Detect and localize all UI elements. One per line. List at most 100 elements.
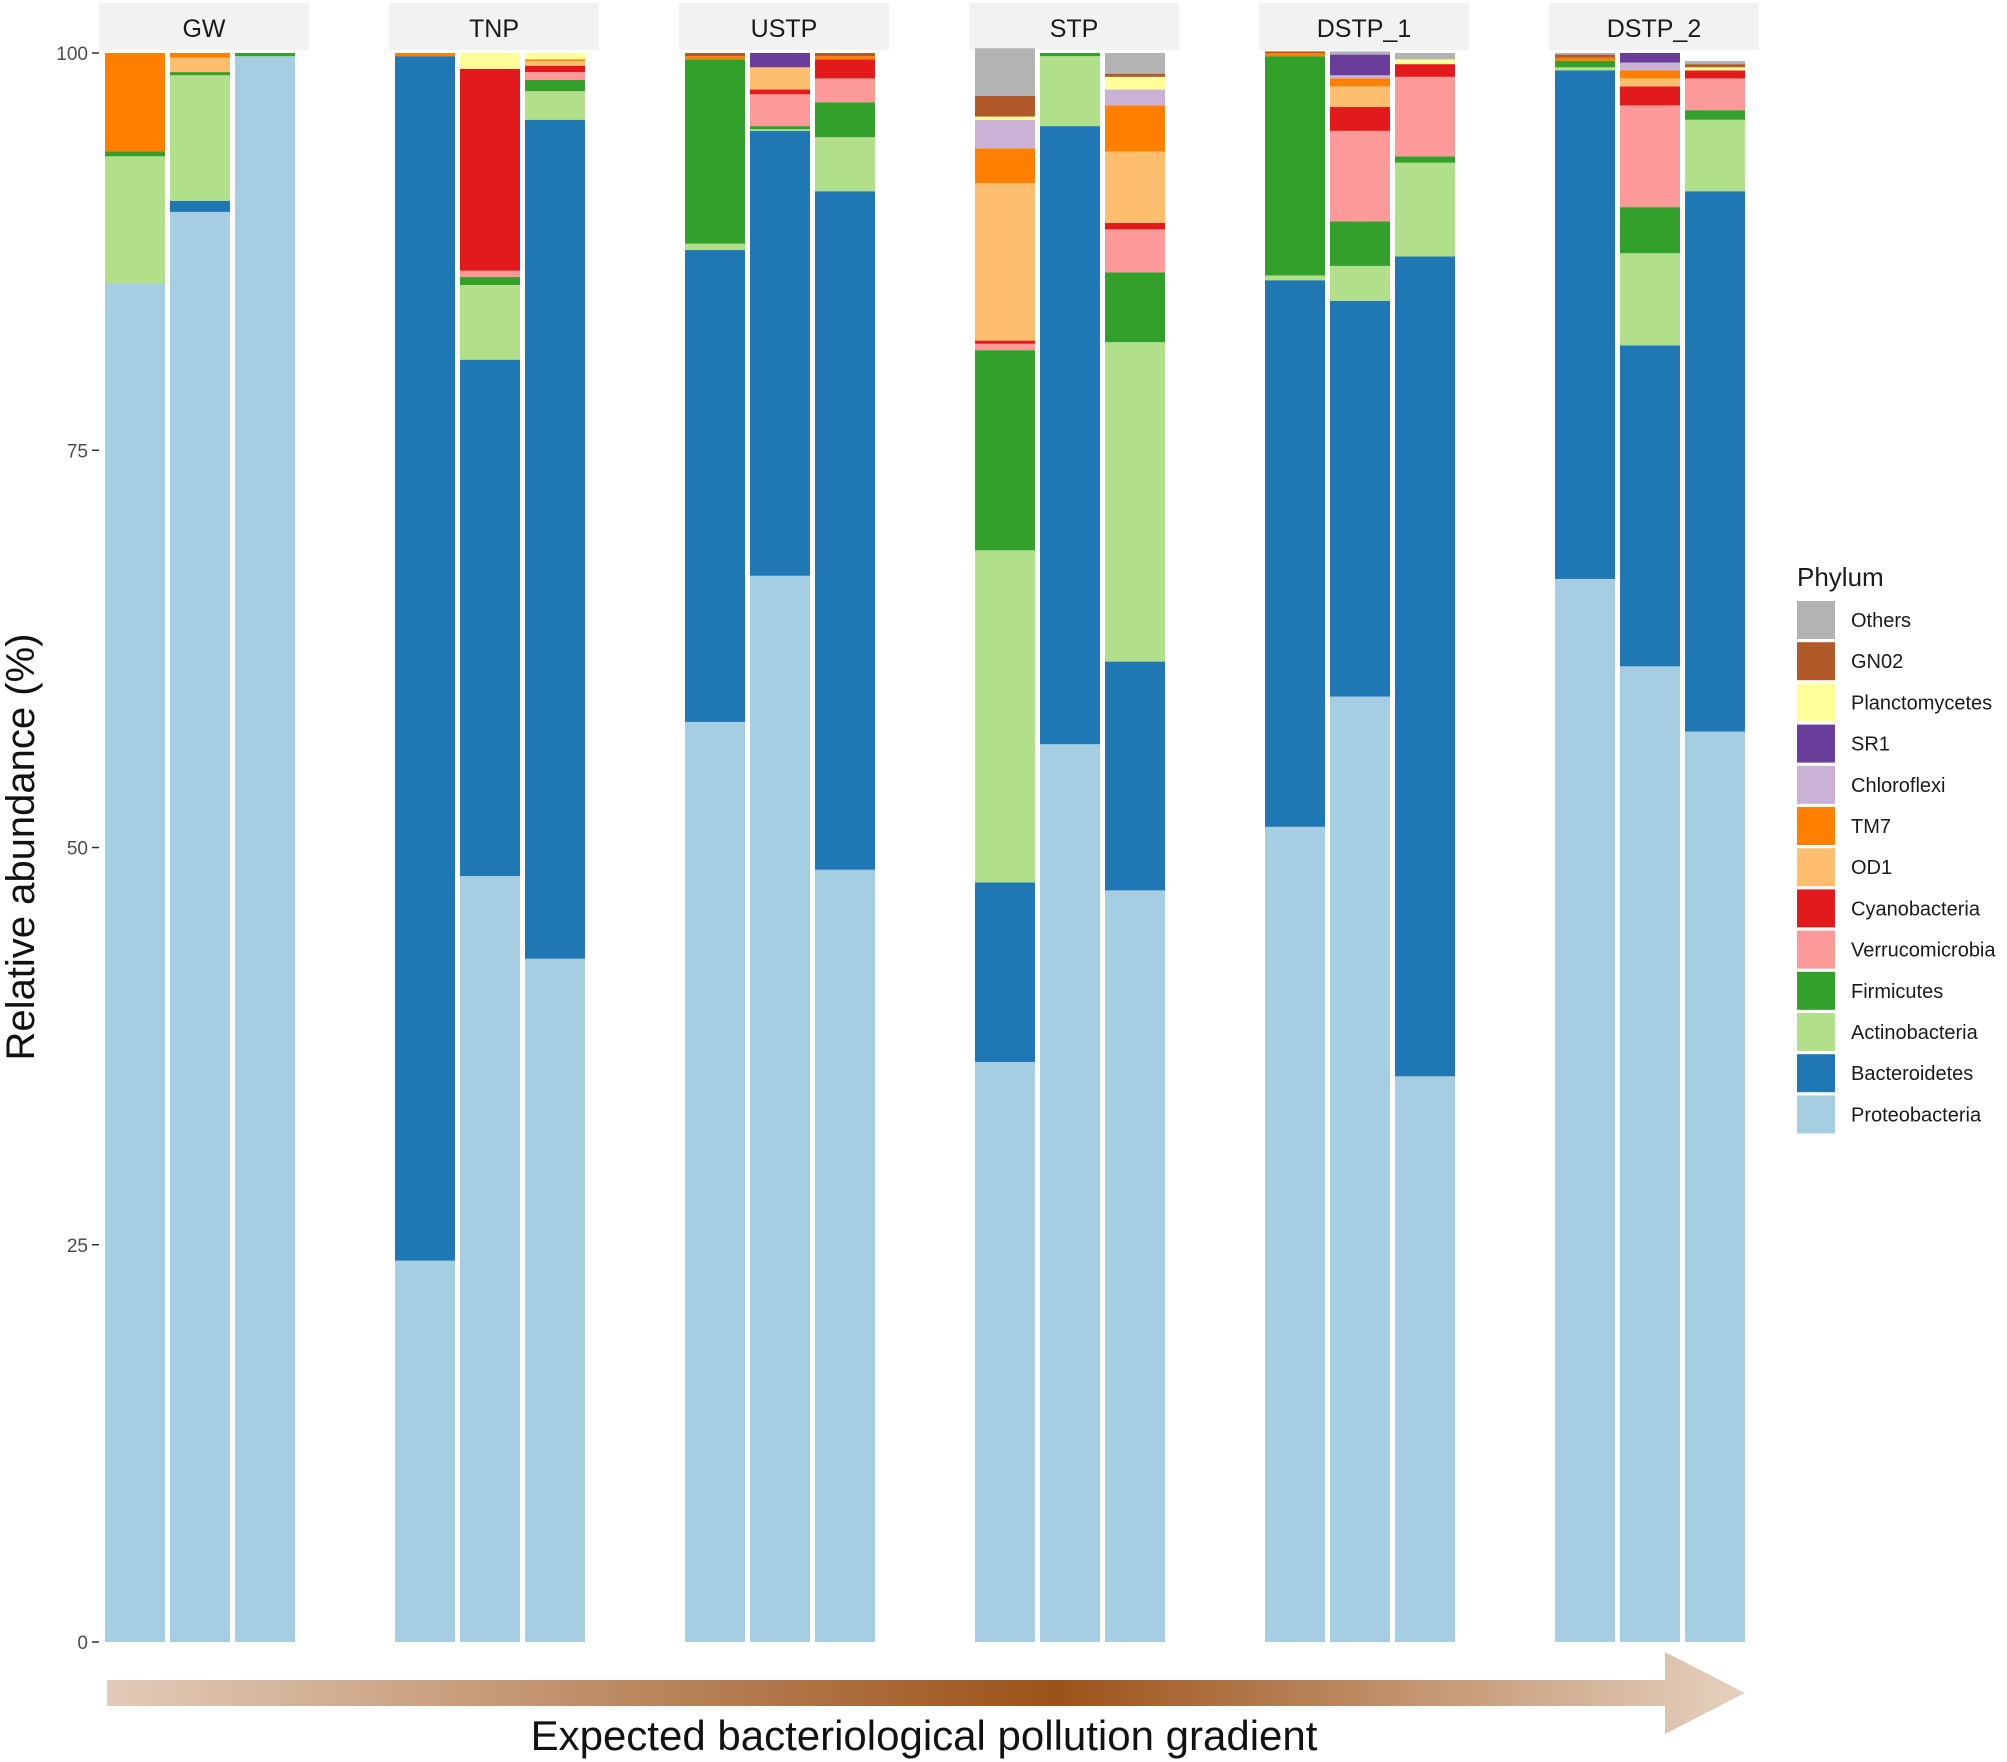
legend-label-gn02: GN02 <box>1851 651 1903 673</box>
legend-swatch-gn02 <box>1797 642 1835 681</box>
bar-segment-planctomycetes <box>525 53 585 60</box>
bar-segment-bacteroidetes <box>460 359 520 877</box>
legend-swatch-chloroflexi <box>1797 765 1835 804</box>
bar-segment-planctomycetes <box>1105 76 1165 90</box>
facet-label: STP <box>1050 15 1099 43</box>
bar-segment-cyanobacteria <box>1685 70 1745 79</box>
facet-ustp: USTP <box>679 3 889 1642</box>
bar-segment-proteobacteria <box>685 721 745 1642</box>
bar-segment-firmicutes <box>750 126 810 130</box>
bar-segment-actinobacteria <box>750 129 810 131</box>
bar-segment-firmicutes <box>1555 60 1615 68</box>
bar-segment-firmicutes <box>1685 110 1745 120</box>
facet-strip <box>99 3 309 50</box>
bar-segment-verrucomicrobia <box>975 343 1035 351</box>
legend: Phylum Others GN02 Planctomycetes SR1 Chlorof… <box>1797 562 1996 1134</box>
facet-gw: GW <box>99 3 309 1643</box>
bar-segment-proteobacteria <box>975 1062 1035 1642</box>
bar-segment-od1 <box>975 183 1035 341</box>
bar-segment-proteobacteria <box>1265 826 1325 1642</box>
bar-segment-tm7 <box>1330 78 1390 87</box>
legend-swatch-firmicutes <box>1797 971 1835 1010</box>
facet-strip <box>1259 3 1469 50</box>
bar-segment-proteobacteria <box>1330 696 1390 1642</box>
bar-segment-cyanobacteria <box>1620 86 1680 106</box>
bar-segment-planctomycetes <box>975 116 1035 120</box>
bar-segment-od1 <box>1620 78 1680 87</box>
bar-segment-proteobacteria <box>1105 890 1165 1642</box>
bar-segment-proteobacteria <box>1685 731 1745 1642</box>
bar-segment-tm7 <box>815 56 875 60</box>
legend-label-firmicutes: Firmicutes <box>1851 981 1943 1003</box>
bar-segment-verrucomicrobia <box>460 270 520 278</box>
bar-segment-proteobacteria <box>1620 666 1680 1642</box>
bar-segment-planctomycetes <box>460 53 520 69</box>
bar-segment-proteobacteria <box>105 283 165 1642</box>
bar-segment-proteobacteria <box>525 958 585 1642</box>
bar-segment-firmicutes <box>235 53 295 57</box>
y-tick-label: 0 <box>77 1633 88 1654</box>
bar-segment-others <box>1685 60 1745 65</box>
gradient-label: Expected bacteriological pollution gradi… <box>531 1712 1318 1759</box>
facet-tnp: TNP <box>389 3 599 1642</box>
bar-segment-tm7 <box>1620 70 1680 79</box>
legend-swatch-actinobacteria <box>1797 1013 1835 1051</box>
bar-segment-actinobacteria <box>1620 253 1680 346</box>
legend-label-sr1: SR1 <box>1851 734 1890 756</box>
bar-segment-firmicutes <box>1265 56 1325 276</box>
bar-segment-sr1 <box>1330 54 1390 76</box>
bar-segment-others <box>1395 53 1455 60</box>
bar-segment-bacteroidetes <box>1685 191 1745 732</box>
facet-label: TNP <box>469 15 519 43</box>
facet-dstp_1: DSTP_1 <box>1259 3 1469 1642</box>
bar-segment-tm7 <box>1555 57 1615 61</box>
bar-segment-chloroflexi <box>1620 62 1680 71</box>
facet-label: USTP <box>751 15 818 43</box>
bar-segment-bacteroidetes <box>750 130 810 576</box>
y-tick-label: 50 <box>67 839 88 860</box>
y-tick-label: 100 <box>56 44 88 65</box>
bar-segment-bacteroidetes <box>170 200 230 212</box>
bar-segment-bacteroidetes <box>1105 661 1165 891</box>
legend-label-others: Others <box>1851 610 1911 632</box>
bar-segment-verrucomicrobia <box>525 72 585 81</box>
bar-segment-od1 <box>525 60 585 66</box>
legend-label-chloroflexi: Chloroflexi <box>1851 775 1945 797</box>
bar-segment-od1 <box>170 57 230 73</box>
bar-segment-actinobacteria <box>170 75 230 201</box>
bar-segment-actinobacteria <box>1265 275 1325 281</box>
legend-label-tm7: TM7 <box>1851 816 1891 838</box>
bar-segment-firmicutes <box>1105 272 1165 343</box>
legend-swatch-od1 <box>1797 848 1835 887</box>
legend-label-planctomycetes: Planctomycetes <box>1851 692 1992 714</box>
bar-segment-actinobacteria <box>1685 119 1745 192</box>
bar-segment-verrucomicrobia <box>815 78 875 103</box>
bar-segment-gn02 <box>1265 51 1325 53</box>
bar-segment-bacteroidetes <box>1395 256 1455 1077</box>
bar-segment-firmicutes <box>1395 156 1455 163</box>
pollution-gradient: Expected bacteriological pollution gradi… <box>107 1652 1745 1759</box>
facet-strip <box>1549 3 1759 50</box>
bar-segment-firmicutes <box>525 80 585 92</box>
facet-strip <box>679 3 889 50</box>
bar-segment-actinobacteria <box>1395 162 1455 257</box>
bar-segment-bacteroidetes <box>525 119 585 959</box>
legend-swatch-verrucomicrobia <box>1797 930 1835 969</box>
bar-segment-cyanobacteria <box>460 68 520 271</box>
bar-segment-chloroflexi <box>975 119 1035 149</box>
bar-segment-planctomycetes <box>1685 67 1745 71</box>
y-tick-label: 75 <box>67 441 88 462</box>
bar-segment-verrucomicrobia <box>1395 76 1455 157</box>
legend-label-verrucomicrobia: Verrucomicrobia <box>1851 940 1996 962</box>
bar-segment-verrucomicrobia <box>1330 130 1390 222</box>
bar-segment-cyanobacteria <box>1395 64 1455 77</box>
legend-label-cyanobacteria: Cyanobacteria <box>1851 898 1981 920</box>
bar-segment-firmicutes <box>815 102 875 138</box>
bar-segment-firmicutes <box>1620 207 1680 254</box>
bar-segment-actinobacteria <box>460 284 520 360</box>
bar-segment-verrucomicrobia <box>750 94 810 127</box>
legend-swatch-planctomycetes <box>1797 683 1835 722</box>
y-axis: 0 25 50 75 100 <box>56 44 99 1654</box>
bar-segment-cyanobacteria <box>1330 107 1390 131</box>
bar-segment-tm7 <box>1265 53 1325 57</box>
